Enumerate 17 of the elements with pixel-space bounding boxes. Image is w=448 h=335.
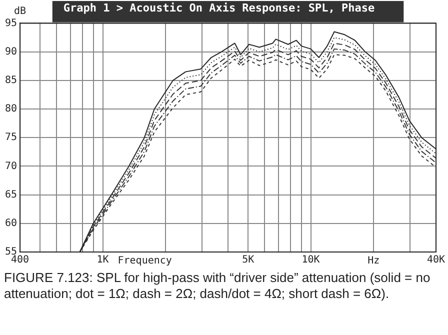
y-tick-label: 95 [4,18,18,29]
x-tick-label: 40K [426,254,446,266]
y-tick-label: 90 [4,46,18,58]
x-tick-label: 10K [302,254,320,266]
x-tick-label: 5K [242,254,254,266]
y-tick-label: 75 [4,132,18,144]
chart-title: Graph 1 > Acoustic On Axis Response: SPL, Phase [63,1,376,14]
caption: FIGURE 7.123: SPL for high-pass with “driver side” attenuation (solid = no attenuation; dot = 1Ω; dash = 2Ω; dash/dot = 4Ω; short dash = 6Ω). [4,270,432,302]
y-tick-label: 80 [4,104,18,115]
y-tick-label: 60 [4,218,18,229]
y-axis-title: dB [14,6,26,17]
text: Hz [368,256,380,267]
y-tick-label: 65 [4,189,18,200]
y-tick-label: 70 [4,160,18,172]
y-tick-label: 85 [4,74,18,86]
x-axis-title: Frequency [118,256,172,267]
x-tick-label: 1K [96,254,109,266]
